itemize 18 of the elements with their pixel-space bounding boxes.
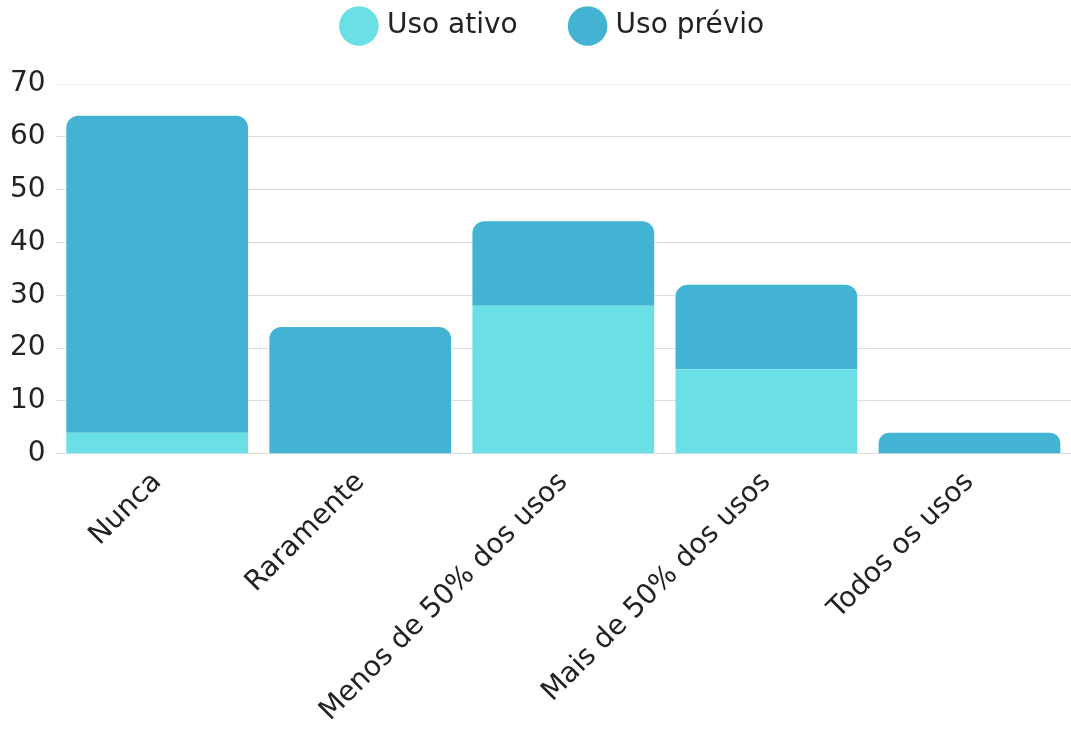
bar	[878, 432, 1061, 454]
bar	[472, 221, 655, 306]
bar	[675, 284, 858, 370]
y-tick-label: 60	[9, 118, 46, 152]
y-tick-label: 40	[9, 223, 46, 257]
y-tick-label: 20	[9, 329, 46, 363]
bar	[66, 432, 249, 454]
y-tick-label: 0	[27, 435, 46, 469]
bar	[472, 305, 655, 454]
bar	[269, 327, 452, 454]
legend-label: Uso ativo	[386, 7, 518, 41]
y-tick-label: 70	[9, 65, 46, 99]
y-tick-label: 50	[9, 170, 46, 204]
bar	[66, 115, 249, 433]
bar	[675, 369, 858, 454]
legend-label: Uso prévio	[615, 7, 765, 41]
y-tick-label: 10	[9, 382, 46, 416]
y-tick-label: 30	[9, 276, 46, 310]
